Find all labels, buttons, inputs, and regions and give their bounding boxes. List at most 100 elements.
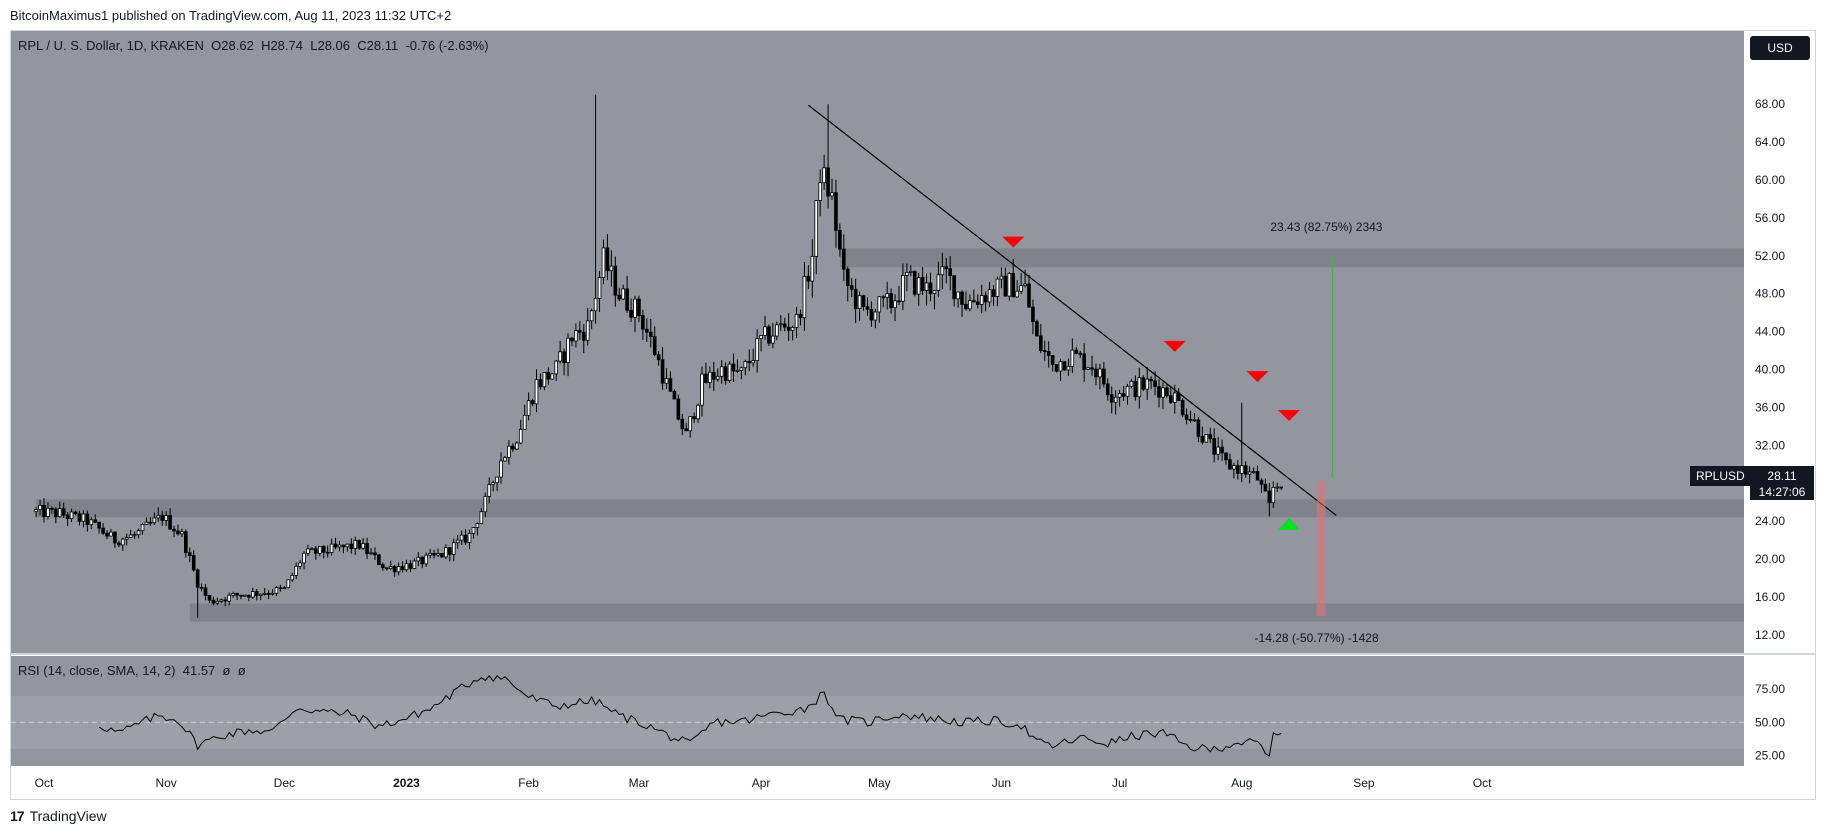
candle-body — [613, 265, 618, 296]
trendline — [807, 104, 1337, 516]
candle-body — [353, 539, 358, 549]
candle-body — [117, 542, 121, 546]
candle-body — [708, 371, 712, 383]
candle-body — [227, 594, 231, 602]
candle-body — [676, 398, 681, 420]
candle-body — [65, 514, 70, 519]
candle-body — [554, 360, 558, 375]
candle-body — [1042, 350, 1047, 352]
candle-body — [1035, 321, 1039, 337]
candle-body — [865, 306, 870, 310]
candle-body — [511, 445, 515, 450]
candle-body — [81, 513, 86, 522]
price-tick-label: 32.00 — [1755, 438, 1785, 452]
candle-body — [1019, 285, 1023, 292]
candle-body — [530, 400, 535, 405]
candle-body — [507, 445, 511, 458]
time-tick-label: Dec — [274, 776, 295, 790]
candle-body — [160, 514, 165, 521]
currency-button[interactable]: USD — [1750, 36, 1810, 60]
candle-body — [420, 556, 425, 565]
candle-body — [333, 543, 338, 548]
candle-body — [416, 556, 421, 562]
candle-body — [302, 552, 306, 564]
candle-body — [1050, 355, 1055, 365]
candle-body — [585, 320, 590, 341]
time-tick-label: Oct — [35, 776, 54, 790]
candle-body — [956, 291, 960, 300]
candle-body — [652, 336, 657, 356]
candle-body — [1196, 419, 1201, 437]
candle-body — [448, 547, 452, 555]
candle-body — [1247, 471, 1252, 475]
candle-body — [1102, 368, 1106, 385]
candle-body — [759, 335, 763, 340]
price-tick-label: 44.00 — [1755, 325, 1785, 339]
candle-body — [763, 326, 767, 336]
candle-body — [1054, 363, 1059, 372]
symbol-title: RPL / U. S. Dollar, 1D, KRAKEN — [18, 38, 204, 53]
candle-body — [704, 373, 708, 383]
candle-body — [1149, 378, 1153, 382]
candle-body — [562, 351, 566, 364]
candle-body — [999, 275, 1004, 280]
candle-body — [254, 591, 259, 596]
candle-body — [889, 293, 893, 309]
candle-body — [526, 400, 531, 416]
time-tick-label: Nov — [155, 776, 176, 790]
candle-body — [1046, 351, 1051, 356]
price-tag-value: 28.11 — [1750, 466, 1814, 486]
candle-body — [105, 532, 109, 537]
candle-body — [739, 367, 744, 371]
time-tick-label: Oct — [1473, 776, 1492, 790]
candle-body — [731, 363, 736, 372]
rsi-tick-label: 25.00 — [1755, 748, 1785, 762]
candle-body — [1129, 380, 1134, 387]
candle-body — [187, 552, 192, 556]
candle-body — [1180, 400, 1185, 416]
candle-body — [1263, 483, 1268, 492]
candle-body — [995, 278, 1000, 297]
candle-body — [518, 428, 523, 444]
candle-body — [329, 543, 334, 553]
candle-body — [680, 418, 685, 430]
candle-body — [1090, 367, 1094, 370]
candle-body — [54, 508, 58, 518]
candle-body — [369, 552, 373, 555]
candle-body — [538, 379, 543, 388]
candle-body — [1082, 353, 1086, 370]
candle-body — [128, 534, 133, 538]
down-marker-icon — [1163, 340, 1186, 352]
down-marker-icon — [1002, 236, 1025, 248]
candle-body — [578, 330, 582, 333]
footer-brand[interactable]: 17 TradingView — [10, 808, 107, 824]
candle-body — [1161, 387, 1165, 398]
rsi-legend: RSI (14, close, SMA, 14, 2) 41.57 ø ø — [18, 663, 246, 678]
high-value: 28.74 — [270, 38, 303, 53]
candle-body — [85, 513, 90, 526]
candle-body — [404, 563, 409, 571]
candle-body — [715, 375, 720, 380]
candle-body — [325, 551, 330, 554]
time-tick-label: Feb — [518, 776, 539, 790]
candle-body — [156, 514, 161, 519]
publisher-header: BitcoinMaximus1 published on TradingView… — [10, 8, 452, 23]
candle-body — [199, 586, 204, 589]
candle-body — [1208, 434, 1213, 440]
candle-body — [61, 508, 66, 516]
candle-body — [471, 527, 476, 534]
candle-body — [1133, 380, 1138, 398]
close-value: 28.11 — [366, 38, 399, 53]
time-tick-label: Jul — [1112, 776, 1127, 790]
candle-body — [1204, 434, 1209, 443]
candle-body — [778, 323, 783, 326]
candle-body — [936, 274, 941, 291]
candle-body — [357, 539, 361, 549]
down-marker-icon — [1278, 410, 1301, 422]
rsi-extra-1: ø — [222, 663, 231, 678]
low-label: L — [310, 38, 318, 53]
candle-body — [46, 507, 50, 518]
candle-body — [365, 543, 369, 554]
candle-body — [1070, 349, 1075, 367]
